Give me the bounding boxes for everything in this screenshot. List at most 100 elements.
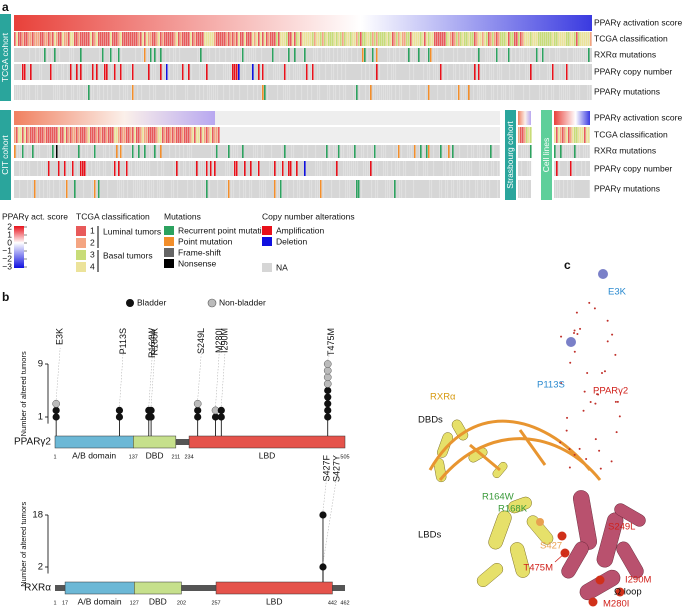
track-cell [482,32,484,46]
track-cell [320,32,322,46]
track-label: TCGA classification [594,33,668,43]
track-cell [218,32,220,46]
track-cell [492,32,494,46]
residue-dot [616,400,619,403]
legend-label: Bladder [137,297,166,307]
track-cell [82,32,84,46]
atom [595,575,605,585]
track-cell [236,64,238,80]
track-cell [68,32,70,46]
track-cell [170,127,172,143]
track-cell [206,32,208,46]
mutation-label: M280I [214,328,224,353]
track-cell [204,127,206,143]
track-cell [194,32,196,46]
track-cell [108,32,110,46]
track-cell [254,32,256,46]
bladder-dot [324,406,332,414]
track-cell [76,32,78,46]
track-cell [58,161,60,176]
track-cell [126,32,128,46]
track-cell [520,32,522,46]
track-cell [196,32,198,46]
protein-domain [54,435,134,449]
track-cell [40,32,42,46]
track-cell [116,32,118,46]
track-cell [198,32,200,46]
track-cell [580,32,582,46]
track-cell [536,48,538,62]
residue-dot [566,416,569,419]
track-cell [54,32,56,46]
track-cell [338,145,340,158]
track-cell [386,32,388,46]
track-cell [530,145,532,158]
track-bg [14,64,592,80]
residue-dot [573,453,576,456]
track-cell [566,64,568,80]
track-label: RXRα mutations [594,145,656,155]
track-cell [588,32,590,46]
track-cell [198,127,200,143]
track-cell [80,32,82,46]
track-cell [488,32,490,46]
track-label: PPARγ mutations [594,183,660,193]
track-cell [572,32,574,46]
track-cell [548,32,550,46]
track-cell [132,32,134,46]
colorbar-tick-label: −3 [2,261,12,271]
atom [566,337,576,347]
track-cell [144,145,146,158]
track-cell [30,127,32,143]
bladder-dot [324,386,332,395]
track-cell [288,32,290,46]
track-cell [74,32,76,46]
track-cell [42,127,44,143]
protein-name: PPARγ2 [14,437,51,448]
track-cell [228,145,230,158]
track-cell [46,127,48,143]
track-cell [112,32,114,46]
track-cell [210,127,212,143]
track-cell [18,32,20,46]
track-cell [188,127,190,143]
track-cell [120,145,122,158]
colorbar-tick-label: 2 [7,221,12,231]
track-cell [122,127,124,143]
residue-dot [610,460,613,463]
track-cell [208,127,210,143]
track-cell [478,32,480,46]
track-cell [114,127,116,143]
track-cell [538,32,540,46]
track-cell [556,161,558,176]
track-label: PPARγ copy number [594,163,672,173]
residue-dot [575,311,578,314]
legend-swatch [164,237,174,246]
track-cell [582,32,584,46]
track-cell [112,127,114,143]
track-cell [392,32,394,46]
track-cell [408,48,410,62]
residue-dot [582,409,585,412]
residue-dot [576,332,579,335]
track-cell [164,127,166,143]
non-bladder-dot [323,366,332,375]
track-cell [180,127,182,143]
position-label: 211 [171,454,180,460]
track-cell [578,127,580,143]
track-cell [350,32,352,46]
track-cell [364,32,366,46]
legend-marker [207,298,217,308]
structure-label: E3K [608,287,627,298]
track-cell [90,127,92,143]
track-cell [292,32,294,46]
track-cell [434,32,436,46]
track-cell [116,127,118,143]
track-cell [284,145,286,158]
track-cell [138,145,140,158]
helix [614,503,646,527]
residue-dot [611,333,614,336]
pointer [554,552,566,563]
track-cell [38,32,40,46]
track-cell [216,32,218,46]
